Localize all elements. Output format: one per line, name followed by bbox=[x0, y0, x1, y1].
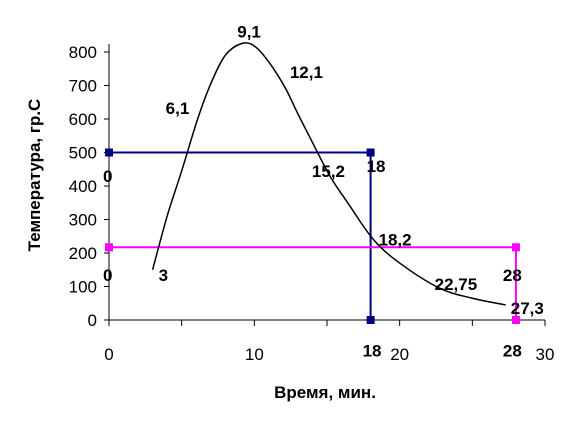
y-tick-label: 500 bbox=[69, 144, 97, 163]
series-marker-1 bbox=[366, 316, 375, 324]
series-marker-1 bbox=[366, 148, 375, 157]
point-label: 18 bbox=[367, 157, 386, 176]
y-tick-label: 400 bbox=[69, 177, 97, 196]
temperature-curve bbox=[151, 42, 506, 306]
series-marker-1 bbox=[105, 148, 113, 157]
curve-layer bbox=[151, 42, 506, 306]
y-tick-label: 600 bbox=[69, 110, 97, 129]
point-label: 9,1 bbox=[237, 23, 261, 42]
y-tick-label: 300 bbox=[69, 211, 97, 230]
x-tick-label: 20 bbox=[390, 345, 409, 364]
point-label: 0 bbox=[103, 167, 112, 186]
point-label: 3 bbox=[159, 266, 168, 285]
x-tick-label: 10 bbox=[245, 345, 264, 364]
axes bbox=[104, 44, 546, 326]
point-label: 6,1 bbox=[166, 99, 190, 118]
point-label: 28 bbox=[503, 266, 522, 285]
series-marker-2 bbox=[511, 316, 520, 324]
series-layer bbox=[105, 148, 520, 324]
series-marker-2 bbox=[511, 243, 520, 252]
x-tick-label: 30 bbox=[536, 345, 555, 364]
x-axis-title: Время, мин. bbox=[274, 383, 376, 402]
point-label: 28 bbox=[503, 341, 522, 360]
annotations: 3 6,1 9,1 12,1 15,2 18 18,2 22,75 27,3 0 0 28 18 28 bbox=[103, 23, 544, 361]
y-tick-label: 800 bbox=[69, 43, 97, 62]
point-label: 0 bbox=[103, 266, 112, 285]
y-tick-label: 200 bbox=[69, 244, 97, 263]
y-tick-label: 100 bbox=[69, 278, 97, 297]
x-tick-label: 0 bbox=[104, 345, 113, 364]
y-axis-title: Температура, гр.С bbox=[25, 99, 44, 252]
y-tick-label: 0 bbox=[88, 311, 97, 330]
point-label: 18,2 bbox=[379, 231, 412, 250]
series-marker-2 bbox=[105, 243, 113, 252]
point-label: 27,3 bbox=[511, 299, 544, 318]
point-label: 12,1 bbox=[290, 63, 323, 82]
point-label: 15,2 bbox=[312, 162, 345, 181]
point-label: 22,75 bbox=[435, 275, 478, 294]
point-label: 18 bbox=[363, 341, 382, 360]
y-tick-label: 700 bbox=[69, 77, 97, 96]
